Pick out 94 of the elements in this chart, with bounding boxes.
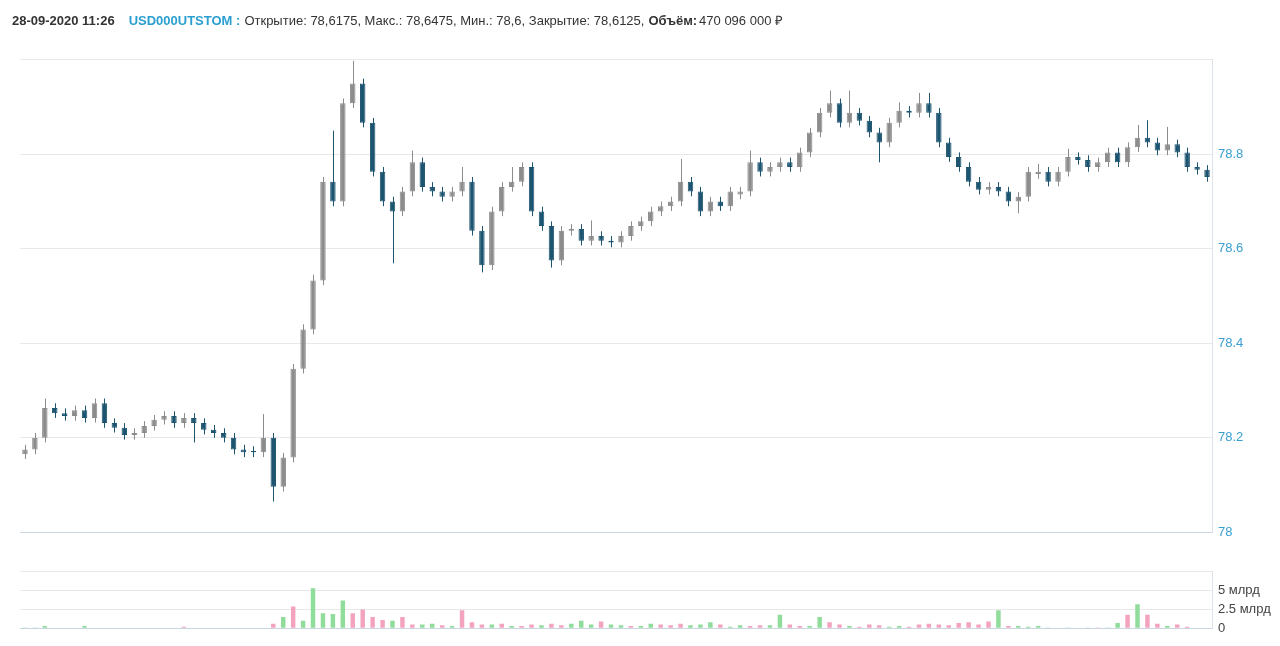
bar (588, 624, 594, 628)
bar (310, 588, 316, 628)
bar (489, 624, 495, 628)
bar (946, 625, 951, 628)
text: Объём: (648, 13, 698, 28)
candlestick (330, 130, 336, 207)
bar (658, 624, 663, 628)
bar (708, 622, 713, 628)
text: Открытие: 78,6175, Макс.: 78,6475, Мин.: 78,6, Закрытие: 78,6125, (244, 13, 645, 28)
bar (579, 620, 584, 628)
bar (777, 614, 783, 628)
bar (767, 625, 773, 628)
bar (827, 622, 832, 628)
bar (350, 613, 355, 628)
bar (618, 625, 624, 628)
bar (410, 624, 415, 628)
bar (479, 624, 485, 628)
bar (1135, 604, 1140, 628)
bar (390, 620, 395, 628)
bar (1115, 622, 1120, 628)
bar (300, 620, 306, 628)
bar (608, 624, 614, 628)
candlestick (588, 219, 594, 246)
bar (469, 622, 475, 628)
candlestick (1055, 166, 1061, 187)
candlestick (1045, 166, 1051, 187)
candlestick (1015, 191, 1022, 214)
bar (340, 600, 346, 628)
candlestick (628, 220, 634, 242)
chart-subtitle: USD000UTSTOM : (128, 13, 241, 28)
y-tick-label: 78.2 (1218, 429, 1244, 445)
y-tick-label: 2.5 млрд (1218, 600, 1272, 616)
candlestick (916, 92, 922, 118)
candlestick (757, 157, 763, 177)
bar (529, 624, 534, 628)
bar (698, 624, 703, 628)
bar (996, 610, 1001, 628)
y-tick-label: 5 млрд (1218, 582, 1261, 598)
bar (420, 624, 425, 628)
bar (271, 623, 276, 628)
bar (718, 624, 723, 628)
bar (837, 624, 842, 628)
bar (459, 610, 465, 628)
bar (1175, 624, 1180, 628)
bar (370, 616, 375, 628)
bar (320, 613, 326, 628)
bar (539, 625, 544, 628)
bar (569, 623, 574, 628)
bar (360, 609, 365, 628)
chart-title: 28-09-2020 11:26 (12, 13, 115, 28)
bar (559, 625, 564, 628)
text: 470 096 000 ₽ (699, 13, 783, 28)
bar (330, 613, 336, 628)
y-tick-label: 0 (1218, 619, 1226, 635)
y-tick-label: 78 (1218, 523, 1233, 539)
bar (1145, 614, 1150, 628)
bar (678, 623, 683, 628)
bar (668, 625, 673, 628)
bar (877, 625, 882, 628)
candlestick (191, 412, 197, 443)
bar (936, 624, 942, 628)
y-tick-label: 78.8 (1218, 145, 1244, 161)
candlestick (896, 101, 902, 128)
bar (688, 625, 693, 628)
bar (1125, 614, 1130, 628)
bar (787, 624, 793, 628)
bar (1155, 623, 1160, 628)
candlestick (886, 117, 892, 148)
y-tick-label: 78.6 (1218, 240, 1244, 256)
candlestick (926, 92, 932, 118)
bar (598, 621, 604, 628)
bar (956, 622, 961, 628)
y-tick-label: 78.4 (1218, 334, 1244, 350)
bar (867, 624, 872, 628)
candlestick (32, 432, 38, 455)
bar (976, 624, 981, 628)
bar (290, 606, 296, 628)
candlestick (1184, 147, 1190, 173)
bar (757, 625, 763, 628)
candlestick (1065, 148, 1071, 177)
bar (737, 625, 743, 628)
bar (549, 623, 554, 628)
bar (986, 621, 991, 628)
candlestick (459, 166, 465, 197)
bar (400, 616, 405, 628)
bar (966, 622, 971, 628)
bar (281, 616, 286, 628)
bar (817, 616, 822, 628)
candlestick (826, 90, 833, 118)
candlestick (1164, 126, 1171, 156)
bar (439, 625, 445, 628)
bar (916, 624, 922, 628)
candlestick (836, 98, 843, 128)
bar (380, 619, 385, 628)
